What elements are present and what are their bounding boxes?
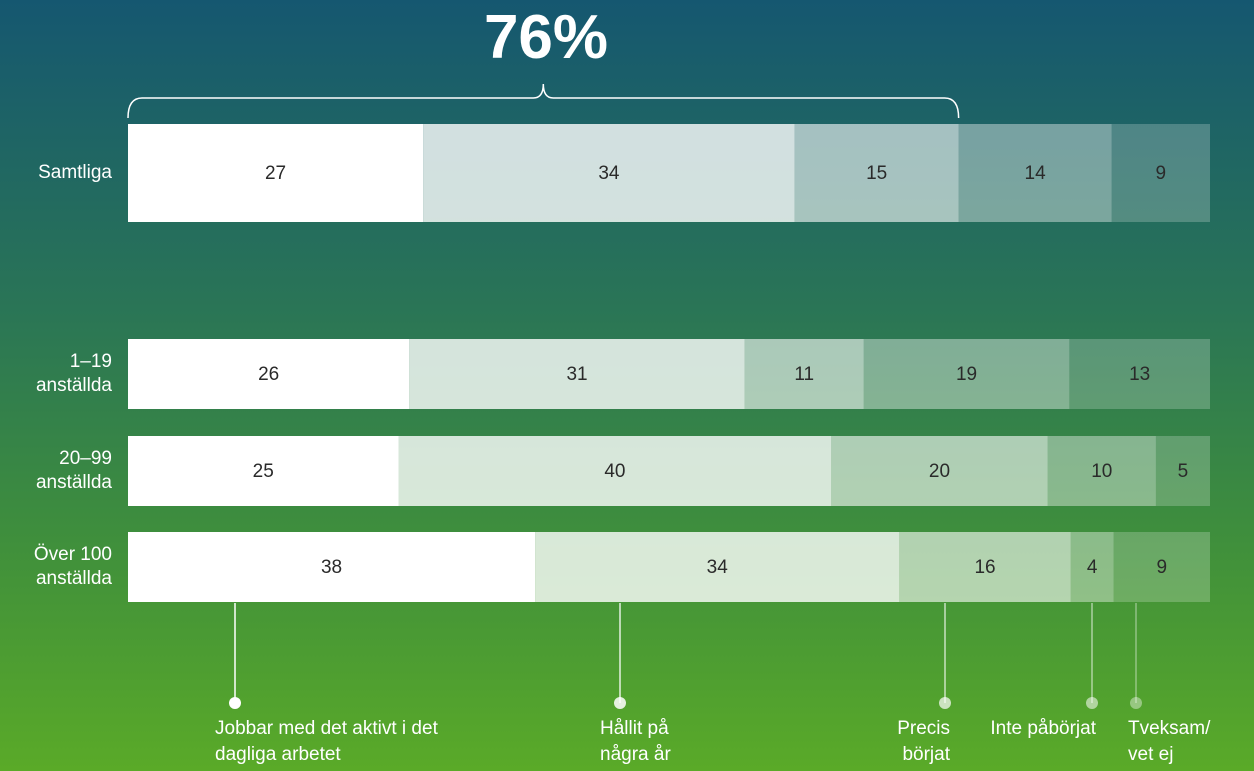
bar-segment xyxy=(423,124,795,222)
bar-segment xyxy=(128,124,424,222)
value-label: 34 xyxy=(707,557,729,578)
value-label: 26 xyxy=(258,364,279,385)
legend-label: Jobbar med det aktivt i det dagliga arbe… xyxy=(215,718,438,765)
category-label: 20–99 anställda xyxy=(35,448,112,493)
bar-segment xyxy=(128,436,399,506)
value-label: 16 xyxy=(974,557,995,578)
bar-segment xyxy=(899,532,1071,602)
value-label: 5 xyxy=(1178,461,1189,482)
value-label: 19 xyxy=(956,364,977,385)
bar-segment xyxy=(744,339,864,409)
bar-segment xyxy=(794,124,959,222)
pointer-dot xyxy=(1130,697,1142,709)
value-label: 9 xyxy=(1156,163,1167,184)
bar-segment xyxy=(958,124,1112,222)
annotation: 76% xyxy=(483,3,609,72)
legend-label: Tveksam/ vet ej xyxy=(1128,718,1211,765)
category-label: Samtliga xyxy=(38,162,112,183)
value-label: 4 xyxy=(1087,557,1098,578)
bar-segment xyxy=(1070,532,1114,602)
value-label: 34 xyxy=(598,163,620,184)
value-label: 38 xyxy=(321,557,342,578)
bar-segment xyxy=(863,339,1070,409)
pointer-dot xyxy=(939,697,951,709)
value-label: 25 xyxy=(253,461,274,482)
value-label: 31 xyxy=(566,364,587,385)
value-label: 20 xyxy=(929,461,950,482)
legend-label: Inte påbörjat xyxy=(990,718,1096,739)
pointer-dot xyxy=(1086,697,1098,709)
value-label: 27 xyxy=(265,163,286,184)
bar-segment xyxy=(535,532,900,602)
category-label: Över 100 anställda xyxy=(33,544,112,589)
legend-label: Precis börjat xyxy=(897,718,950,765)
pointer-dot xyxy=(614,697,626,709)
bar-segment xyxy=(128,532,536,602)
bar-segment xyxy=(1155,436,1210,506)
value-label: 13 xyxy=(1129,364,1150,385)
category-label: 1–19 anställda xyxy=(35,351,112,396)
bar-segment xyxy=(1111,124,1210,222)
bar-segment xyxy=(1113,532,1210,602)
bar-segment xyxy=(398,436,832,506)
value-label: 14 xyxy=(1025,163,1047,184)
value-label: 15 xyxy=(866,163,887,184)
bar-segment xyxy=(128,339,410,409)
brace xyxy=(127,83,960,119)
legend-label: Hållit på några år xyxy=(600,718,671,765)
value-label: 10 xyxy=(1091,461,1112,482)
bar-segment xyxy=(1069,339,1210,409)
bar-segment xyxy=(1047,436,1156,506)
value-label: 40 xyxy=(604,461,625,482)
value-label: 11 xyxy=(794,364,814,385)
bar-segment xyxy=(409,339,745,409)
bar-segment xyxy=(831,436,1048,506)
pointer-dot xyxy=(229,697,241,709)
value-label: 9 xyxy=(1157,557,1168,578)
